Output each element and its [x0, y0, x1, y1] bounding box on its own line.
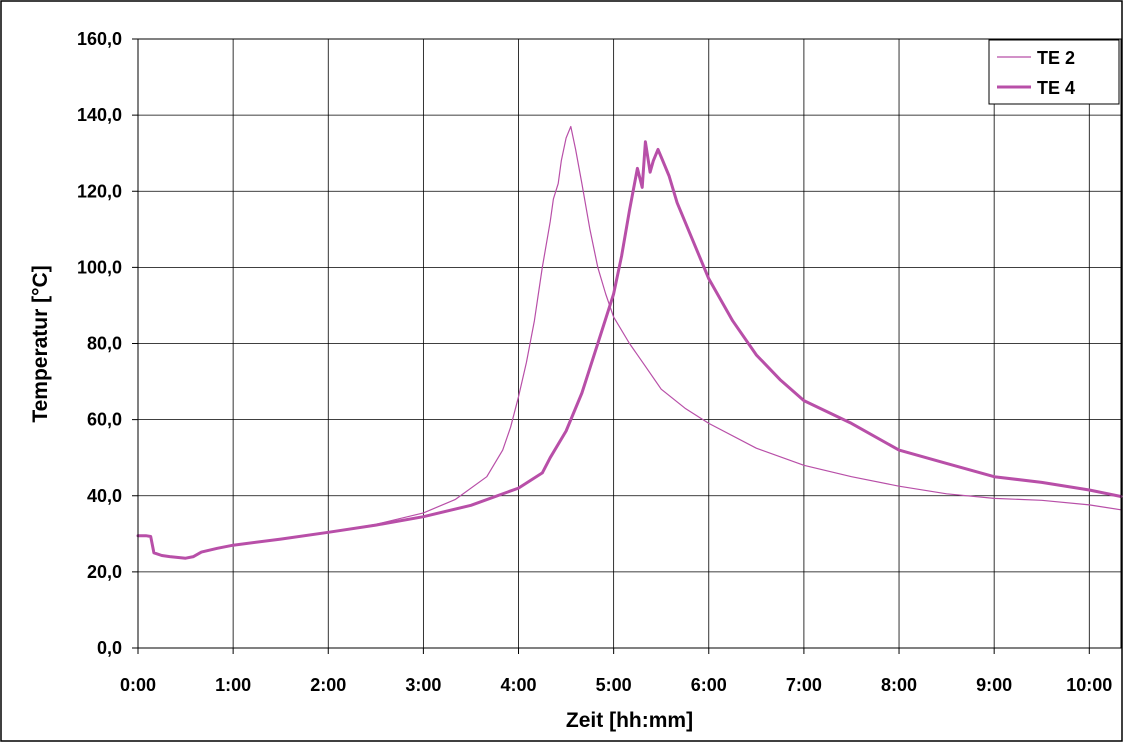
y-tick-label: 0,0: [97, 638, 122, 658]
y-tick-label: 160,0: [77, 29, 122, 49]
x-tick-label: 3:00: [405, 675, 441, 695]
x-tick-label: 2:00: [310, 675, 346, 695]
x-tick-label: 6:00: [691, 675, 727, 695]
legend-box: [988, 39, 1120, 105]
y-tick-label: 80,0: [87, 334, 122, 354]
x-tick-label: 9:00: [976, 675, 1012, 695]
y-tick-label: 140,0: [77, 105, 122, 125]
x-tick-label: 0:00: [120, 675, 156, 695]
x-axis-title: Zeit [hh:mm]: [566, 709, 693, 732]
y-tick-label: 20,0: [87, 562, 122, 582]
x-tick-label: 1:00: [215, 675, 251, 695]
y-axis-title: Temperatur [°C]: [29, 265, 52, 422]
y-tick-label: 100,0: [77, 257, 122, 277]
axes: 0:00 1:00 2:00 3:00 4:00 5:00 6:00 7:00 8:00 9:00…: [77, 29, 1112, 695]
legend-label-te2: TE 2: [1037, 48, 1075, 68]
series-lines: [136, 125, 1123, 560]
x-tick-label: 7:00: [786, 675, 822, 695]
y-tick-label: 40,0: [87, 486, 122, 506]
x-tick-label: 10:00: [1066, 675, 1112, 695]
legend: TE 2 TE 4: [988, 39, 1120, 105]
x-tick-label: 8:00: [881, 675, 917, 695]
y-tick-label: 120,0: [77, 181, 122, 201]
legend-label-te4: TE 4: [1037, 78, 1075, 98]
x-tick-label: 4:00: [501, 675, 537, 695]
y-tick-label: 60,0: [87, 410, 122, 430]
series-line-te4: [136, 140, 1123, 560]
x-tick-label: 5:00: [596, 675, 632, 695]
